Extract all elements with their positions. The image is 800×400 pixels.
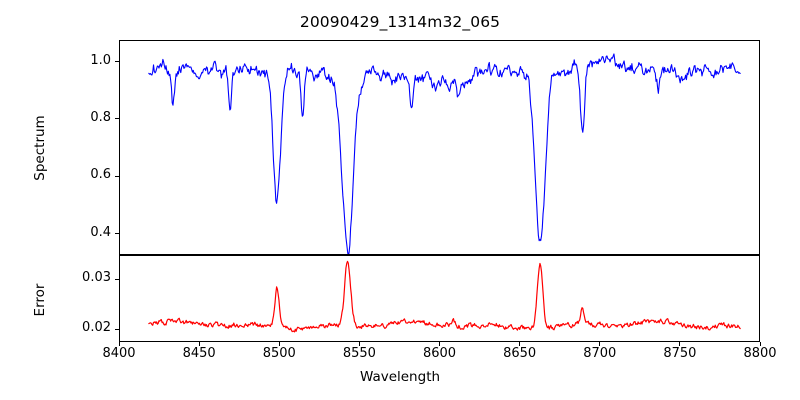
xtick-mark — [198, 342, 200, 346]
xtick-label: 8450 — [182, 346, 216, 361]
error-plot-area — [148, 260, 741, 333]
spectrum-ytick-mark — [115, 175, 119, 177]
spectrum-ytick-label: 0.8 — [90, 109, 111, 125]
error-ytick-label: 0.03 — [82, 270, 111, 286]
xtick-label: 8500 — [262, 346, 296, 361]
xtick-mark — [118, 342, 120, 346]
xtick-mark — [599, 342, 601, 346]
xtick-label: 8700 — [583, 346, 617, 361]
spectrum-ytick-label: 0.6 — [90, 167, 111, 183]
error-ytick-mark — [115, 328, 119, 331]
xtick-mark — [278, 342, 280, 346]
xtick-mark — [679, 342, 681, 346]
error-ytick-mark — [115, 278, 119, 280]
error-panel — [119, 255, 760, 342]
xtick-label: 8650 — [503, 346, 537, 361]
xtick-label: 8800 — [743, 346, 777, 361]
xtick-mark — [439, 342, 441, 346]
xtick-mark — [759, 342, 761, 346]
spectrum-ytick-mark — [115, 233, 119, 235]
spectrum-line — [148, 53, 741, 254]
spectrum-panel — [119, 40, 760, 255]
error-line — [148, 260, 741, 333]
figure-title: 20090429_1314m32_065 — [299, 13, 501, 31]
x-axis-label: Wavelength — [359, 369, 441, 385]
spectrum-ytick-mark — [115, 61, 119, 63]
xtick-label: 8600 — [422, 346, 457, 361]
error-ytick-label: 0.02 — [82, 320, 111, 336]
spectrum-y-axis-label: Spectrum — [32, 115, 48, 181]
spectrum-ytick-label: 1.0 — [90, 52, 111, 68]
xtick-label: 8750 — [663, 346, 697, 361]
spectrum-ytick-label: 0.4 — [90, 224, 111, 240]
spectrum-ytick-mark — [115, 118, 119, 120]
xtick-label: 8400 — [102, 346, 136, 361]
spectrum-plot-area — [148, 53, 741, 254]
xtick-mark — [519, 342, 521, 346]
xtick-mark — [358, 342, 360, 346]
xtick-label: 8550 — [342, 346, 376, 361]
